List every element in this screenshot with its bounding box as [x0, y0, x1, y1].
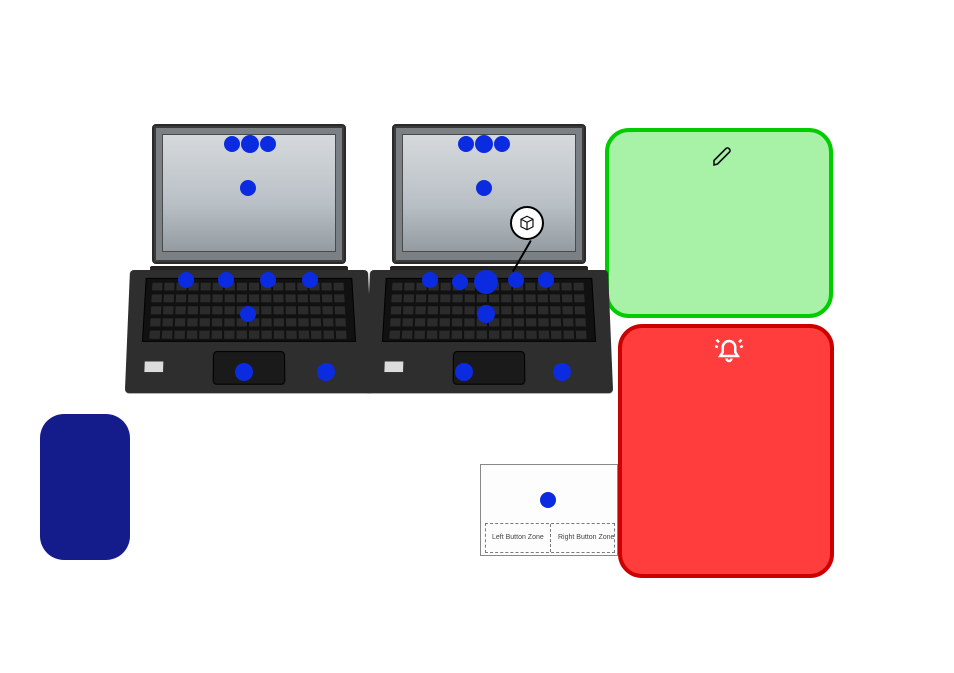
annotation-dot	[452, 274, 468, 290]
annotation-dot	[540, 492, 556, 508]
annotation-dot	[260, 136, 276, 152]
annotation-dot	[508, 272, 524, 288]
annotation-dot	[240, 180, 256, 196]
annotation-dot	[302, 272, 318, 288]
annotation-dot	[458, 136, 474, 152]
annotation-dot	[476, 180, 492, 196]
annotation-dot	[422, 272, 438, 288]
canvas: Left Button Zone Right Button Zone	[0, 0, 954, 673]
annotation-dot	[474, 270, 498, 294]
annotation-dot	[178, 272, 194, 288]
annotation-dot	[494, 136, 510, 152]
annotation-dot	[477, 305, 495, 323]
annotation-dot	[317, 363, 335, 381]
annotation-dot	[241, 135, 259, 153]
annotation-dot	[553, 363, 571, 381]
annotation-dot	[218, 272, 234, 288]
annotation-dot	[240, 306, 256, 322]
annotation-dot	[260, 272, 276, 288]
dots-layer	[0, 0, 954, 673]
annotation-dot	[235, 363, 253, 381]
annotation-dot	[455, 363, 473, 381]
annotation-dot	[224, 136, 240, 152]
annotation-dot	[538, 272, 554, 288]
annotation-dot	[475, 135, 493, 153]
